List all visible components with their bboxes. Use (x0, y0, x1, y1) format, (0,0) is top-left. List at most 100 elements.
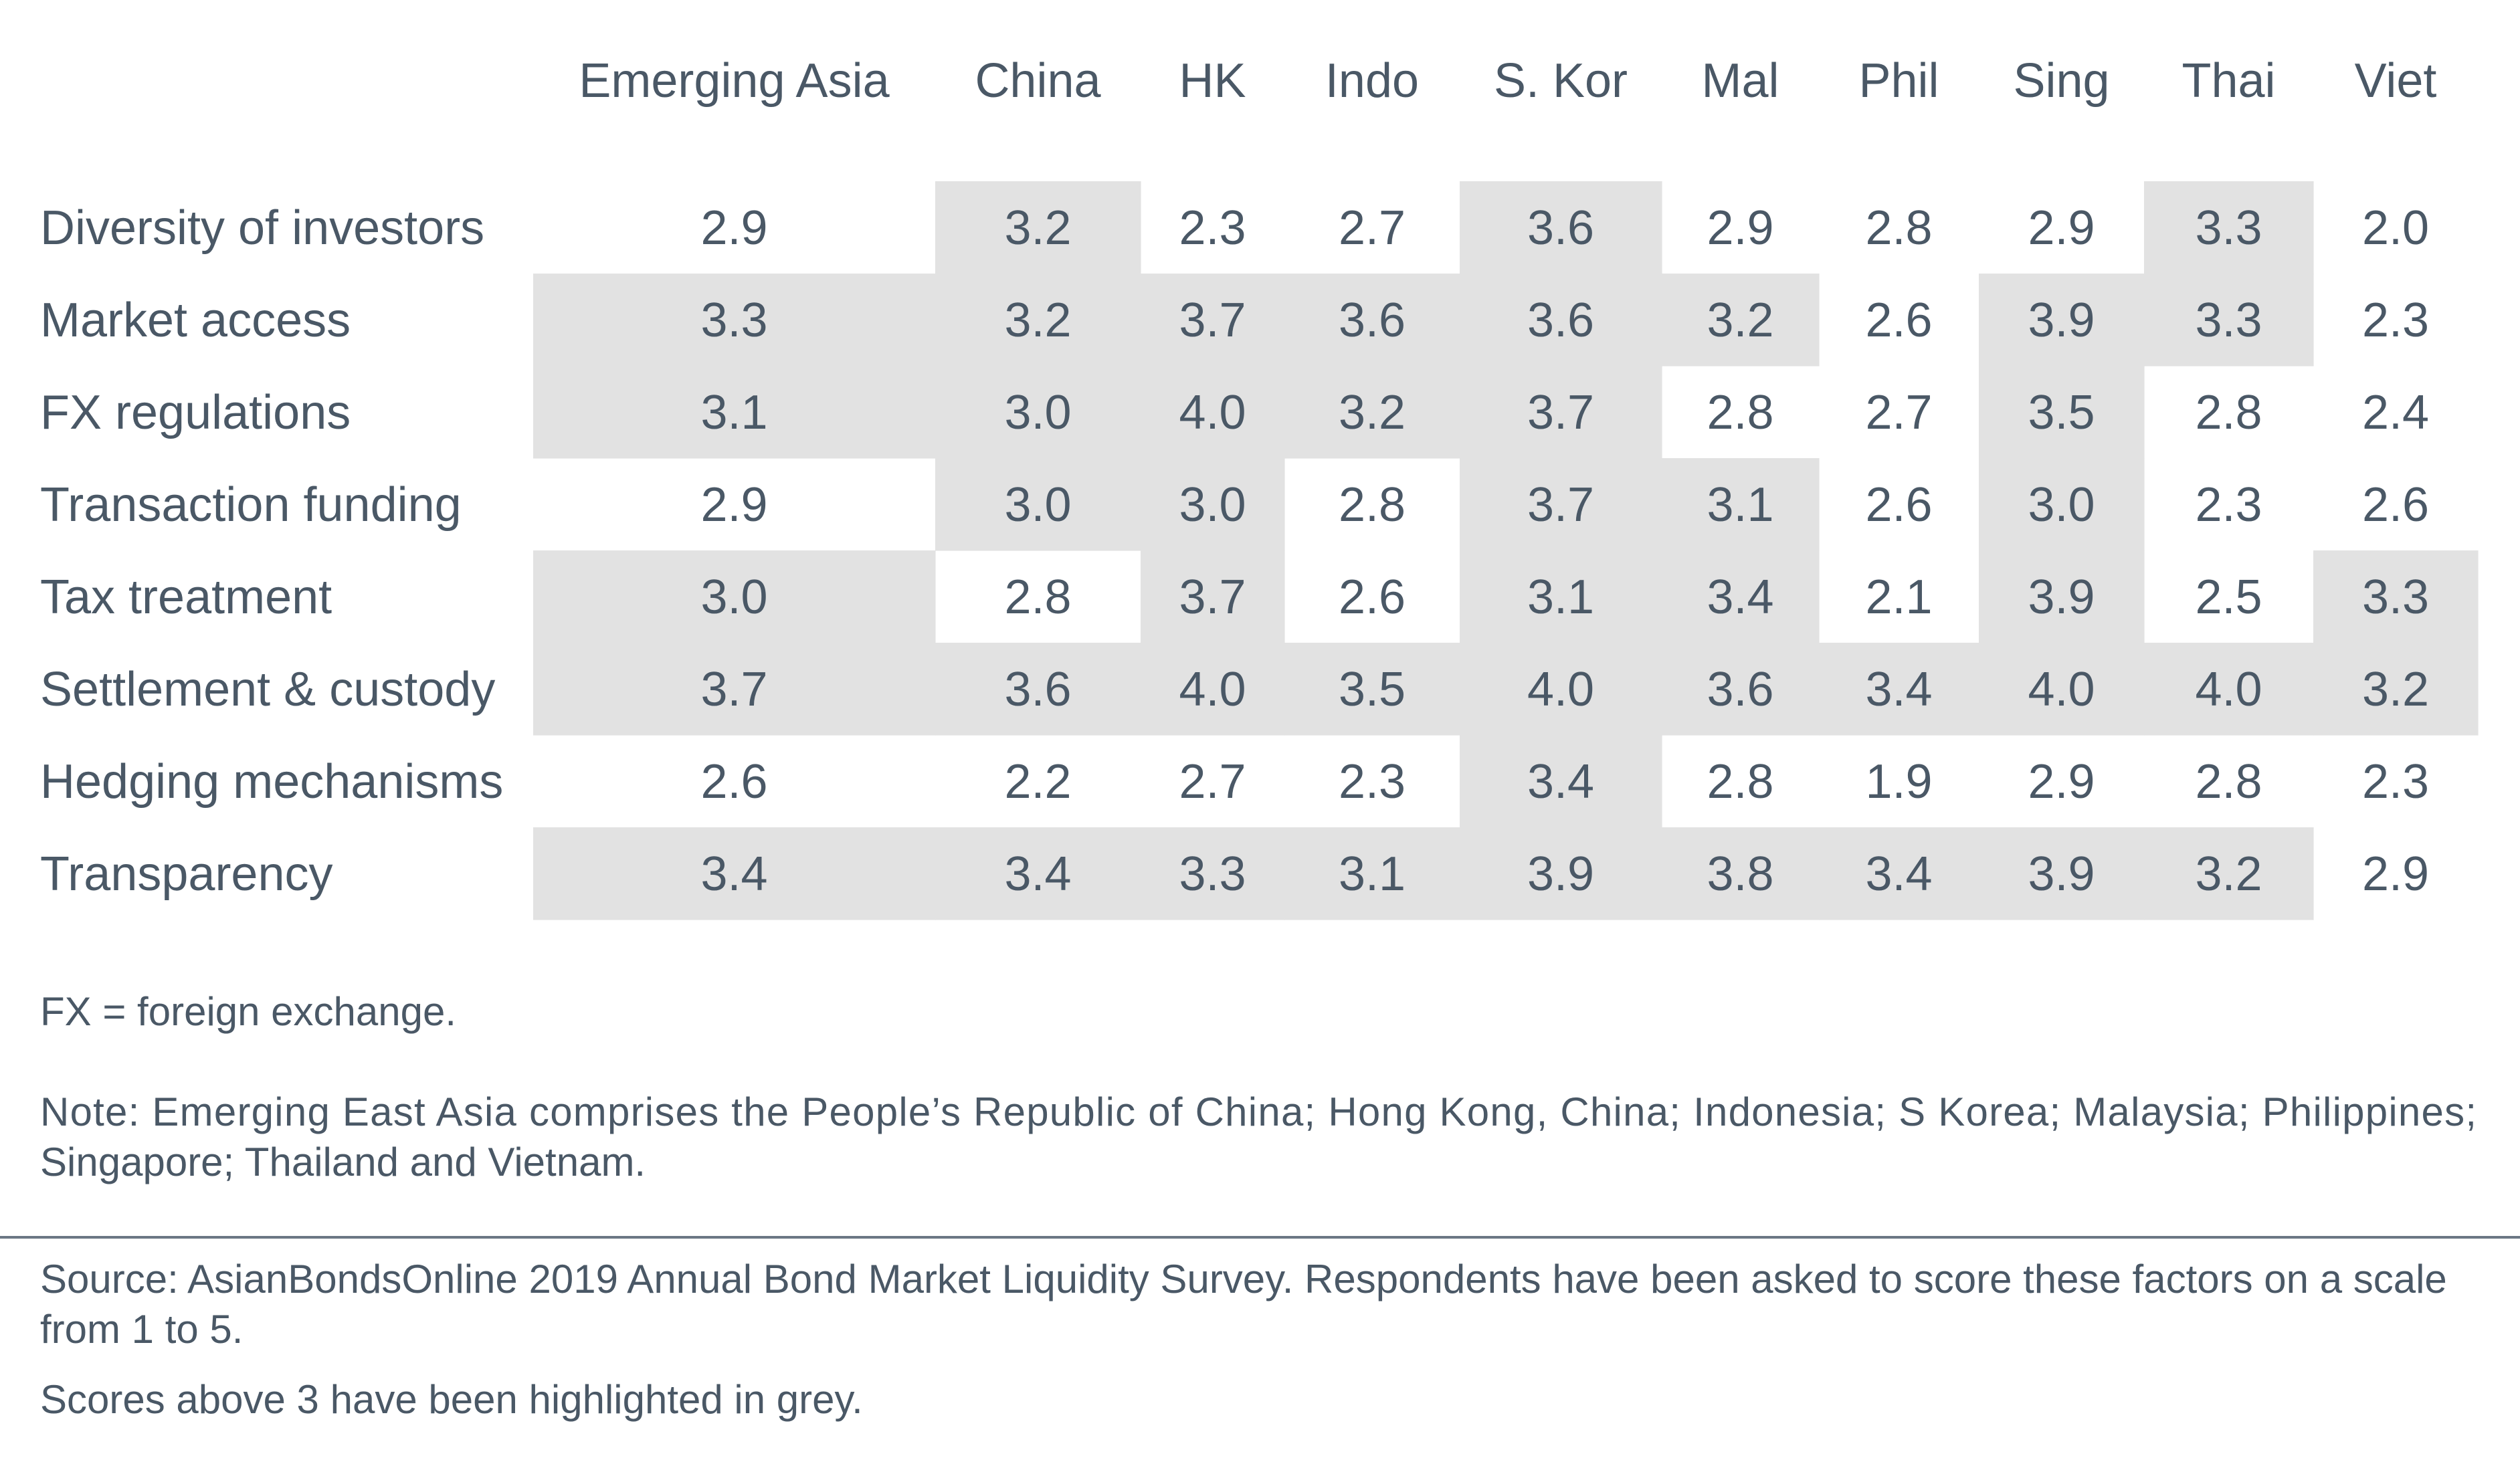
cell-transparency-thai: 3.2 (2195, 847, 2262, 901)
highlight-cell (533, 827, 936, 920)
highlight-cell (935, 366, 1141, 459)
column-headers: Emerging Asia China HK Indo S. Kor Mal Phil Sin… (579, 54, 2436, 108)
highlight-cell (2313, 643, 2479, 736)
highlight-cell (2144, 827, 2314, 920)
cell-hedging-mechanisms-viet: 2.3 (2362, 755, 2429, 809)
source-line-3: Scores above 3 have been highlighted in … (40, 1377, 863, 1422)
column-header-china: China (975, 54, 1101, 108)
cell-fx-regulations-mal: 2.8 (1707, 386, 1773, 439)
cell-diversity-of-investors-indo: 2.7 (1339, 201, 1406, 255)
highlight-cell (1819, 827, 1979, 920)
fx-note: FX = foreign exchange. (40, 989, 456, 1034)
cell-fx-regulations-indo: 3.2 (1339, 386, 1406, 439)
cell-transaction-funding-thai: 2.3 (2195, 478, 2262, 532)
cell-transaction-funding-sing: 3.0 (2028, 478, 2095, 532)
highlight-cell (1284, 827, 1460, 920)
cell-transparency-sing: 3.9 (2028, 847, 2095, 901)
cell-tax-treatment-thai: 2.5 (2195, 570, 2262, 624)
cell-hedging-mechanisms-s-kor: 3.4 (1527, 755, 1594, 809)
cell-transparency-mal: 3.8 (1707, 847, 1773, 901)
cell-tax-treatment-sing: 3.9 (2028, 570, 2095, 624)
cell-transparency-emerging-asia: 3.4 (700, 847, 767, 901)
highlight-cell (1460, 274, 1662, 367)
cell-tax-treatment-indo: 2.6 (1339, 570, 1406, 624)
cell-tax-treatment-mal: 3.4 (1707, 570, 1773, 624)
cell-values: 2.9 3.2 2.3 2.7 3.6 2.9 2.8 2.9 3.3 2.0 3.3 3.2 3.7 3… (700, 201, 2429, 901)
highlight-cell (1460, 181, 1662, 274)
cell-hedging-mechanisms-china: 2.2 (1004, 755, 1071, 809)
highlight-cell (935, 643, 1141, 736)
cell-diversity-of-investors-thai: 3.3 (2195, 201, 2262, 255)
cell-market-access-viet: 2.3 (2362, 294, 2429, 347)
cell-diversity-of-investors-mal: 2.9 (1707, 201, 1773, 255)
highlight-cell (935, 181, 1141, 274)
cell-market-access-phil: 2.6 (1865, 294, 1932, 347)
cell-diversity-of-investors-hk: 2.3 (1179, 201, 1246, 255)
cell-fx-regulations-phil: 2.7 (1865, 386, 1932, 439)
cell-fx-regulations-china: 3.0 (1004, 386, 1071, 439)
highlight-cell (1662, 274, 1820, 367)
highlight-cell (1979, 366, 2145, 459)
cell-tax-treatment-viet: 3.3 (2362, 570, 2429, 624)
highlight-cell (1141, 458, 1285, 551)
highlight-cell (1819, 643, 1979, 736)
cell-hedging-mechanisms-sing: 2.9 (2028, 755, 2095, 809)
row-label-transaction-funding: Transaction funding (40, 478, 462, 532)
cell-transaction-funding-s-kor: 3.7 (1527, 478, 1594, 532)
cell-diversity-of-investors-china: 3.2 (1004, 201, 1071, 255)
cell-market-access-china: 3.2 (1004, 294, 1071, 347)
row-label-hedging-mechanisms: Hedging mechanisms (40, 755, 503, 809)
cell-transparency-viet: 2.9 (2362, 847, 2429, 901)
column-header-viet: Viet (2355, 54, 2437, 108)
cell-tax-treatment-phil: 2.1 (1865, 570, 1932, 624)
cell-transaction-funding-hk: 3.0 (1179, 478, 1246, 532)
cell-fx-regulations-viet: 2.4 (2362, 386, 2429, 439)
row-label-settlement-and-custody: Settlement & custody (40, 663, 495, 716)
cell-settlement-and-custody-viet: 3.2 (2362, 663, 2429, 716)
cell-tax-treatment-emerging-asia: 3.0 (700, 570, 767, 624)
row-labels: Diversity of investors Market access FX re… (40, 201, 503, 901)
column-header-hk: HK (1179, 54, 1246, 108)
highlight-cell (1284, 366, 1460, 459)
cell-diversity-of-investors-s-kor: 3.6 (1527, 201, 1594, 255)
cell-transparency-s-kor: 3.9 (1527, 847, 1594, 901)
cell-transaction-funding-mal: 3.1 (1707, 478, 1773, 532)
cell-settlement-and-custody-mal: 3.6 (1707, 663, 1773, 716)
highlight-cell (1141, 827, 1285, 920)
cell-settlement-and-custody-indo: 3.5 (1339, 663, 1406, 716)
cell-market-access-s-kor: 3.6 (1527, 294, 1594, 347)
cell-fx-regulations-hk: 4.0 (1179, 386, 1246, 439)
highlight-cell (1460, 827, 1662, 920)
cell-transparency-phil: 3.4 (1865, 847, 1932, 901)
row-label-tax-treatment: Tax treatment (40, 570, 332, 624)
column-header-phil: Phil (1858, 54, 1939, 108)
cell-hedging-mechanisms-hk: 2.7 (1179, 755, 1246, 809)
source-line-1: Source: AsianBondsOnline 2019 Annual Bon… (40, 1257, 2447, 1301)
cell-diversity-of-investors-viet: 2.0 (2362, 201, 2429, 255)
column-header-emerging-asia: Emerging Asia (579, 54, 890, 108)
highlight-cell (1141, 366, 1285, 459)
highlight-cell (1979, 274, 2145, 367)
highlight-cell (533, 643, 936, 736)
note-line-1: Note: Emerging East Asia comprises the P… (40, 1089, 2477, 1134)
highlight-cell (2144, 274, 2314, 367)
cell-fx-regulations-sing: 3.5 (2028, 386, 2095, 439)
highlight-cell (1460, 550, 1662, 643)
cell-settlement-and-custody-s-kor: 4.0 (1527, 663, 1594, 716)
cell-transaction-funding-phil: 2.6 (1865, 478, 1932, 532)
cell-market-access-indo: 3.6 (1339, 294, 1406, 347)
cell-hedging-mechanisms-thai: 2.8 (2195, 755, 2262, 809)
highlight-cell (2313, 550, 2479, 643)
cell-settlement-and-custody-thai: 4.0 (2195, 663, 2262, 716)
cell-transaction-funding-viet: 2.6 (2362, 478, 2429, 532)
cell-diversity-of-investors-sing: 2.9 (2028, 201, 2095, 255)
cell-fx-regulations-s-kor: 3.7 (1527, 386, 1594, 439)
highlight-cell (1284, 274, 1460, 367)
highlight-cell (2144, 181, 2314, 274)
highlight-cell (1979, 643, 2145, 736)
column-header-thai: Thai (2182, 54, 2275, 108)
highlight-cell (1662, 827, 1820, 920)
cell-settlement-and-custody-emerging-asia: 3.7 (700, 663, 767, 716)
cell-tax-treatment-s-kor: 3.1 (1527, 570, 1594, 624)
cell-hedging-mechanisms-emerging-asia: 2.6 (700, 755, 767, 809)
